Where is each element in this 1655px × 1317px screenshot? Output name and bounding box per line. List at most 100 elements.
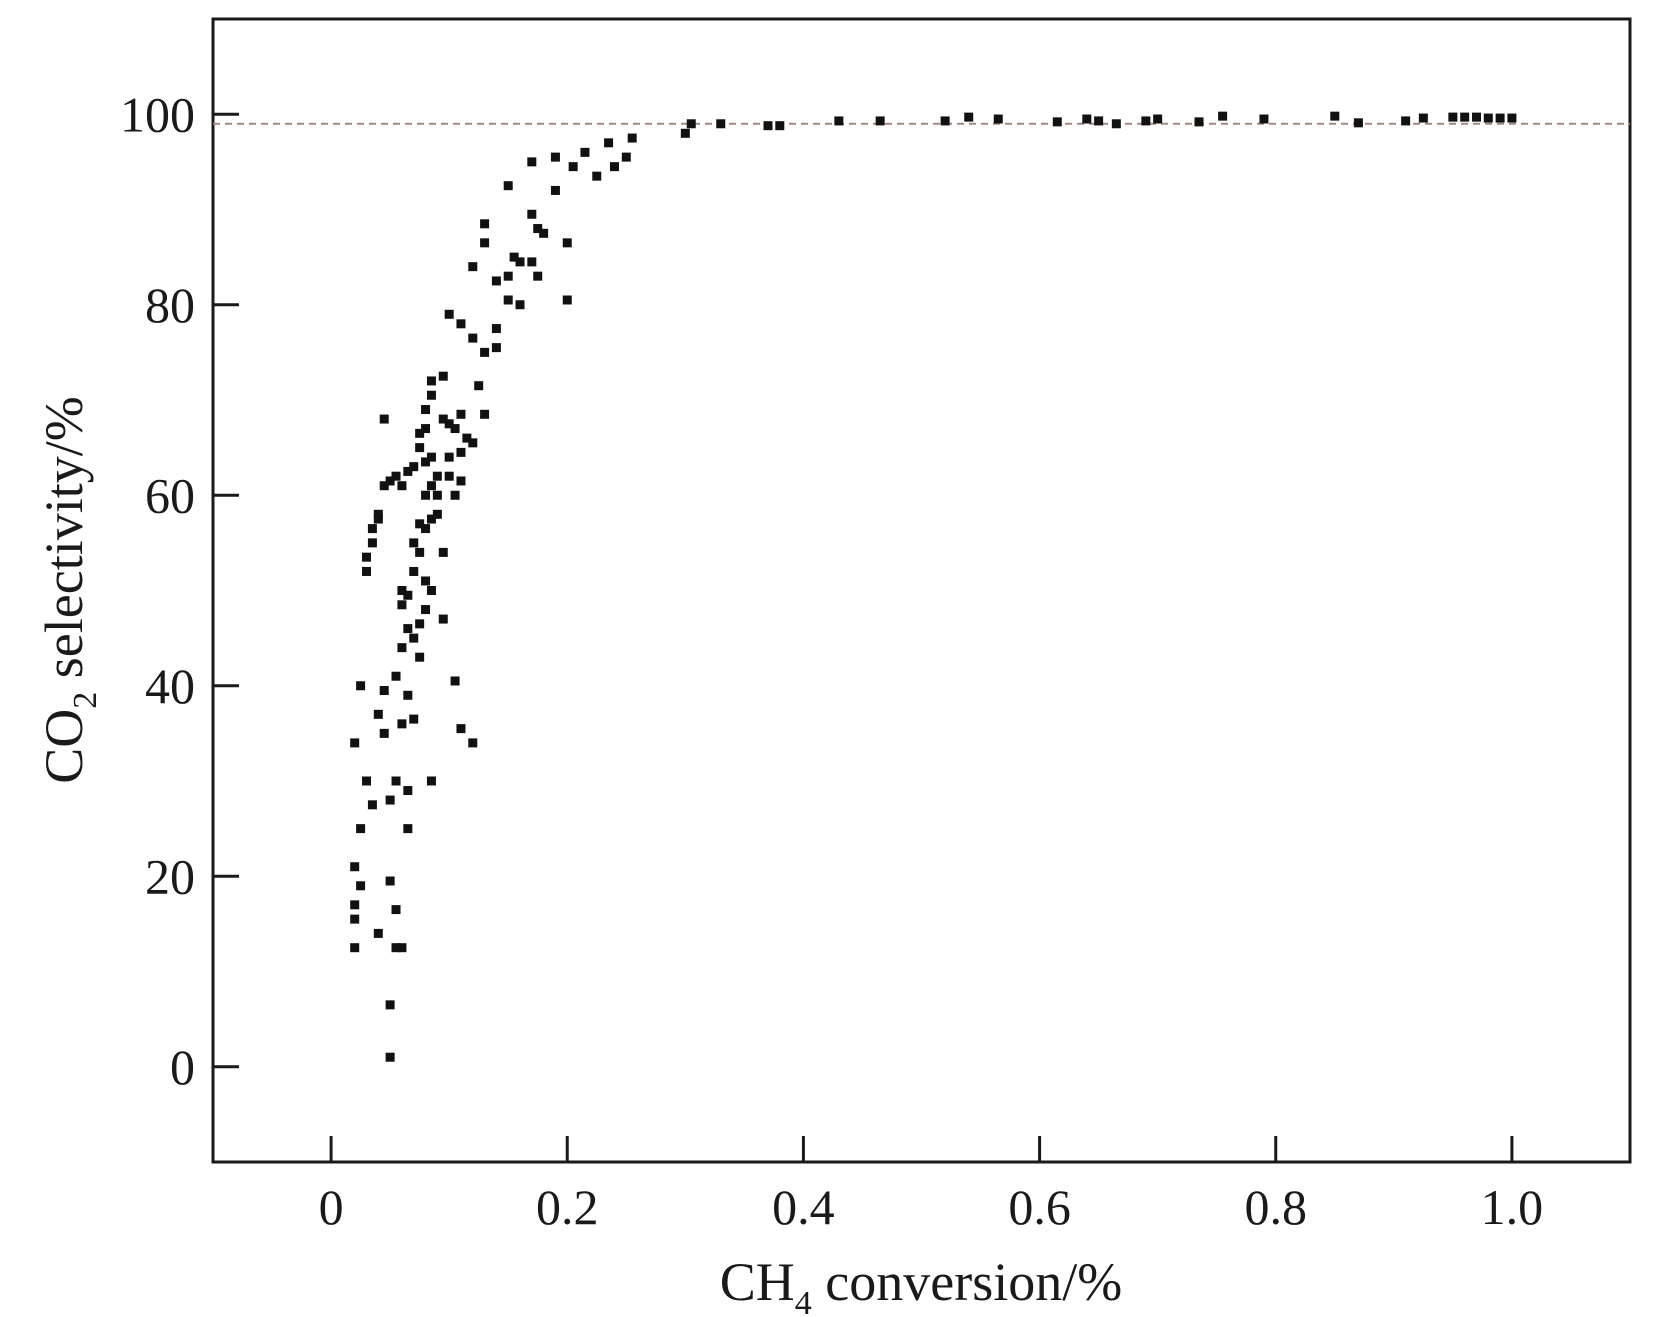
data-point: [533, 224, 543, 234]
y-tick-label: 40: [145, 658, 195, 714]
data-point: [1401, 116, 1411, 126]
data-point: [373, 509, 383, 519]
data-point: [1194, 117, 1204, 127]
x-tick-label: 0.6: [1008, 1179, 1071, 1235]
data-point: [403, 466, 413, 476]
data-point: [462, 433, 472, 443]
data-point: [450, 490, 460, 500]
data-point: [397, 943, 407, 953]
y-tick-label: 80: [145, 277, 195, 333]
data-point: [350, 862, 360, 872]
data-point: [403, 690, 413, 700]
y-axis-label: CO2 selectivity/%: [34, 396, 104, 783]
data-point: [1111, 119, 1121, 129]
data-point: [609, 162, 619, 172]
data-point: [1495, 113, 1505, 123]
data-point: [456, 409, 466, 419]
data-point: [415, 652, 425, 662]
data-point: [503, 295, 513, 305]
data-point: [426, 776, 436, 786]
data-point: [403, 624, 413, 634]
data-point: [1218, 111, 1228, 121]
data-point: [421, 576, 431, 586]
data-point: [444, 309, 454, 319]
data-point: [421, 490, 431, 500]
data-point: [391, 943, 401, 953]
data-point: [1483, 113, 1493, 123]
data-point: [940, 116, 950, 126]
data-point: [527, 157, 537, 167]
data-point: [680, 128, 690, 138]
data-point: [568, 162, 578, 172]
data-point: [415, 619, 425, 629]
data-point: [379, 414, 389, 424]
data-point: [362, 552, 372, 562]
data-point: [356, 881, 366, 891]
data-point: [450, 424, 460, 434]
data-point: [456, 476, 466, 486]
data-point: [1082, 114, 1092, 124]
data-point: [409, 462, 419, 472]
data-point: [403, 824, 413, 834]
data-point: [480, 238, 490, 248]
data-point: [409, 714, 419, 724]
data-point: [350, 914, 360, 924]
data-point: [993, 114, 1003, 124]
x-axis-ticks: 0 0.2 0.4 0.6 0.8 1.0: [319, 1136, 1543, 1235]
data-point: [415, 443, 425, 453]
data-point: [775, 121, 785, 131]
x-axis-label: CH4 conversion/%: [720, 1252, 1122, 1317]
x-tick-label: 0: [319, 1179, 344, 1235]
data-point: [444, 452, 454, 462]
data-point: [550, 152, 560, 162]
data-point: [468, 738, 478, 748]
data-point: [527, 257, 537, 267]
data-point: [491, 276, 501, 286]
data-point: [373, 928, 383, 938]
data-point: [503, 181, 513, 191]
x-tick-label: 0.8: [1245, 1179, 1308, 1235]
data-point: [397, 719, 407, 729]
data-point: [1507, 113, 1517, 123]
data-point: [409, 566, 419, 576]
data-point: [397, 481, 407, 491]
data-point: [716, 119, 726, 129]
y-tick-label: 20: [145, 848, 195, 904]
data-point: [562, 295, 572, 305]
data-point: [1353, 118, 1363, 128]
data-point: [438, 414, 448, 424]
data-point: [397, 643, 407, 653]
data-point: [421, 605, 431, 615]
data-point: [1141, 116, 1151, 126]
data-point: [509, 252, 519, 262]
data-point: [403, 786, 413, 796]
data-point: [763, 121, 773, 131]
data-point: [409, 538, 419, 548]
data-point: [409, 633, 419, 643]
data-point: [350, 738, 360, 748]
data-point: [515, 257, 525, 267]
data-point: [562, 238, 572, 248]
data-point: [456, 319, 466, 329]
data-point: [385, 1052, 395, 1062]
data-point: [1460, 112, 1470, 122]
data-point: [438, 614, 448, 624]
data-point: [426, 586, 436, 595]
data-point: [397, 586, 407, 595]
data-point: [426, 390, 436, 400]
data-point: [550, 185, 560, 195]
data-point: [421, 405, 431, 415]
data-point: [604, 138, 614, 148]
data-point: [444, 471, 454, 481]
data-point: [456, 724, 466, 734]
data-point: [379, 686, 389, 696]
data-point: [875, 116, 885, 126]
data-point: [356, 824, 366, 834]
data-point: [426, 481, 436, 491]
data-point: [385, 876, 395, 886]
data-point: [515, 300, 525, 310]
data-point: [426, 376, 436, 386]
data-point: [964, 112, 974, 122]
data-point: [1052, 117, 1062, 127]
